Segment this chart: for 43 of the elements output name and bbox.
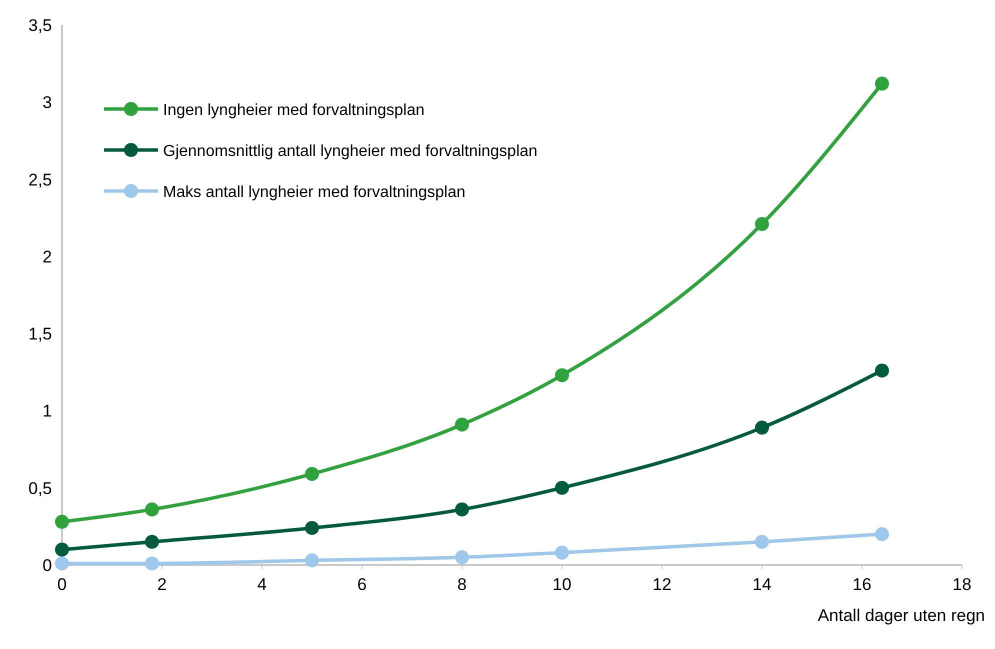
x-tick-label: 2 [157, 575, 167, 594]
x-tick-label: 6 [357, 575, 367, 594]
legend-label: Ingen lyngheier med forvaltningsplan [163, 102, 424, 119]
x-tick-label: 8 [457, 575, 467, 594]
y-tick-label: 3 [42, 93, 52, 112]
point [555, 546, 569, 560]
y-tick-label: 3,5 [28, 16, 52, 35]
point [145, 556, 159, 570]
point [455, 502, 469, 516]
x-tick-label: 4 [257, 575, 267, 594]
y-tick-label: 2 [42, 247, 52, 266]
y-tick-label: 0 [42, 556, 52, 575]
y-tick-label: 2,5 [28, 170, 52, 190]
point [455, 550, 469, 564]
point [55, 556, 69, 570]
point [875, 76, 889, 91]
x-tick-label: 14 [752, 575, 772, 594]
legend-label: Gjennomsnittlig antall lyngheier med forvaltningsplan [163, 143, 538, 160]
point [305, 520, 319, 535]
y-tick-label: 0,5 [28, 478, 52, 498]
x-tick-label: 0 [57, 575, 67, 594]
x-tick-label: 10 [552, 575, 572, 594]
point [55, 542, 69, 557]
x-tick-label: 12 [652, 575, 672, 594]
x-axis-title: Antall dager uten regn [818, 606, 985, 625]
x-tick-label: 18 [952, 575, 972, 594]
point [305, 553, 319, 568]
point [455, 418, 469, 432]
x-tick-label: 16 [852, 575, 872, 594]
point [875, 527, 889, 542]
point [305, 466, 319, 481]
point [755, 420, 769, 435]
point [55, 514, 69, 529]
point [755, 534, 769, 549]
y-tick-label: 1,5 [28, 324, 52, 344]
point [555, 480, 569, 495]
point [555, 368, 569, 382]
legend-label: Maks antall lyngheier med forvaltningsplan [163, 184, 466, 201]
point [755, 217, 769, 232]
point [145, 534, 159, 549]
point [145, 502, 159, 516]
y-tick-label: 1 [42, 402, 52, 421]
point [875, 364, 889, 378]
